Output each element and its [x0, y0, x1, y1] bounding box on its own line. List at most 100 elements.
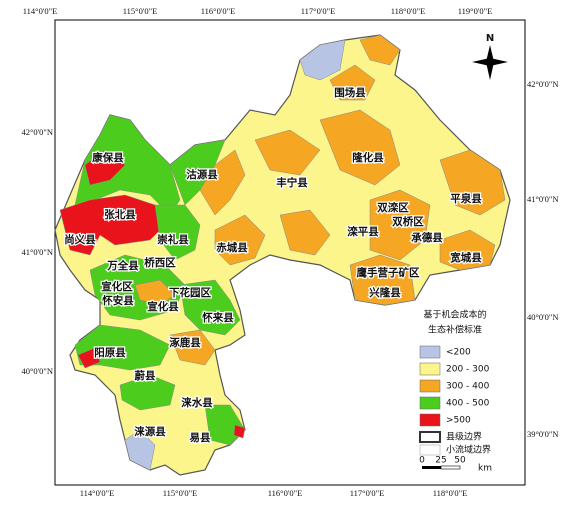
county-label: 宽城县: [449, 251, 482, 264]
legend-label: 200 - 300: [446, 365, 490, 375]
legend-label: 300 - 400: [446, 382, 490, 392]
graticule-label: 40°0'0"N: [527, 312, 559, 322]
county-label: 涞源县: [134, 425, 166, 438]
county-label: 赤城县: [216, 241, 248, 254]
zone: [349, 254, 416, 306]
county-label: 双桥区: [391, 215, 424, 228]
county-label: 围场县: [334, 86, 366, 99]
zone: [77, 347, 101, 369]
graticule-label: 115°0'0"E: [163, 488, 198, 498]
graticule-label: 114°0'0"E: [23, 6, 58, 16]
county-label: 张北县: [104, 208, 136, 221]
scale-bar: [440, 465, 461, 470]
zone: [369, 189, 431, 261]
zone: [179, 279, 241, 336]
county-label: 双滦区: [376, 201, 409, 214]
zone: [59, 194, 166, 256]
legend-swatch: [419, 444, 441, 456]
graticule-label: 116°0'0"E: [268, 488, 303, 498]
county-label: 宣化县: [147, 300, 179, 313]
graticule-label: 41°0'0"N: [21, 247, 53, 257]
graticule-label: 40°0'0"N: [21, 366, 53, 376]
zone: [84, 149, 126, 186]
county-label: 桥西区: [144, 256, 176, 269]
county-label: 怀安县: [102, 294, 134, 307]
graticule-label: 119°0'0"E: [458, 6, 493, 16]
graticule-label: 41°0'0"N: [527, 194, 559, 204]
legend-label: 400 - 500: [446, 399, 490, 409]
zone: [254, 129, 321, 176]
legend-title: 生态补偿标准: [428, 324, 482, 336]
graticule-label: 117°0'0"E: [301, 6, 336, 16]
zone: [134, 279, 176, 306]
scale-unit: km: [478, 464, 492, 474]
county-label: 承德县: [411, 231, 443, 244]
graticule-label: 114°0'0"E: [80, 488, 115, 498]
county-label: 蔚县: [135, 369, 156, 382]
county-label: 丰宁县: [276, 176, 308, 189]
legend-title: 基于机会成本的: [423, 309, 486, 321]
county-label: 易县: [190, 432, 211, 444]
county-label: 兴隆县: [369, 286, 401, 299]
legend-label: 小流域边界: [446, 444, 491, 456]
graticule-label: 39°0'0"N: [527, 429, 559, 439]
legend-label: >500: [446, 416, 471, 426]
county-label: 怀来县: [202, 311, 234, 324]
zone: [299, 39, 346, 81]
zone: [439, 229, 496, 271]
county-label: 滦平县: [347, 225, 379, 238]
graticule-label: 117°0'0"E: [350, 488, 385, 498]
zone: [359, 34, 401, 66]
zone: [279, 209, 331, 256]
county-label: 涿鹿县: [169, 336, 201, 349]
legend-swatch: [419, 431, 441, 443]
legend: 基于机会成本的 生态补偿标准: [423, 309, 486, 336]
graticule-label: 42°0'0"N: [21, 127, 53, 137]
legend-swatch: [419, 362, 441, 376]
county-label: 康保县: [92, 151, 124, 164]
zone: [124, 429, 156, 471]
scale-bar: [422, 466, 441, 469]
legend-swatch: [419, 345, 441, 359]
graticule-label: 118°0'0"E: [433, 488, 468, 498]
county-label: 宣化区: [101, 280, 133, 293]
zone: [119, 374, 176, 411]
county-label: 尚义县: [64, 233, 96, 246]
region-base: [54, 34, 511, 476]
county-label: 万全县: [106, 259, 139, 272]
zone: [199, 149, 246, 216]
zone: [319, 109, 401, 186]
county-label: 沽源县: [186, 168, 218, 181]
county-label: 阳原县: [94, 347, 126, 359]
zone: [154, 204, 201, 261]
scale-label: 0: [419, 456, 425, 466]
scale-label: 25: [435, 456, 446, 466]
zone: [214, 214, 266, 266]
county-labels: 康保县 张北县 尚义县 沽源县 崇礼县 赤城县 丰宁县 围场县 隆化县 双滦区 …: [63, 85, 483, 446]
legend-swatch: [419, 413, 441, 427]
county-label: 崇礼县: [157, 233, 189, 246]
zone: [169, 329, 216, 366]
graticule-label: 115°0'0"E: [123, 6, 158, 16]
county-label: 平泉县: [450, 192, 482, 205]
legend-label: 县级边界: [446, 431, 482, 443]
graticule-label: 42°0'0"N: [527, 79, 559, 89]
county-label: 涞水县: [181, 396, 213, 409]
graticule-label: 116°0'0"E: [201, 6, 236, 16]
legend-swatch: [419, 379, 441, 393]
zone: [233, 424, 246, 439]
zone: [329, 64, 376, 101]
north-label: N: [486, 33, 494, 44]
county-label: 下花园区: [169, 286, 211, 299]
legend-swatch: [419, 396, 441, 410]
north-arrow-shape: [472, 58, 508, 66]
county-label: 鹰手营子矿区: [357, 266, 420, 279]
graticule-label: 118°0'0"E: [391, 6, 426, 16]
zone: [439, 149, 506, 216]
legend-label: <200: [446, 348, 471, 358]
north-arrow: N: [472, 33, 508, 80]
county-label: 隆化县: [352, 151, 384, 164]
scale-label: 50: [454, 456, 466, 466]
region-fills: [59, 34, 506, 471]
